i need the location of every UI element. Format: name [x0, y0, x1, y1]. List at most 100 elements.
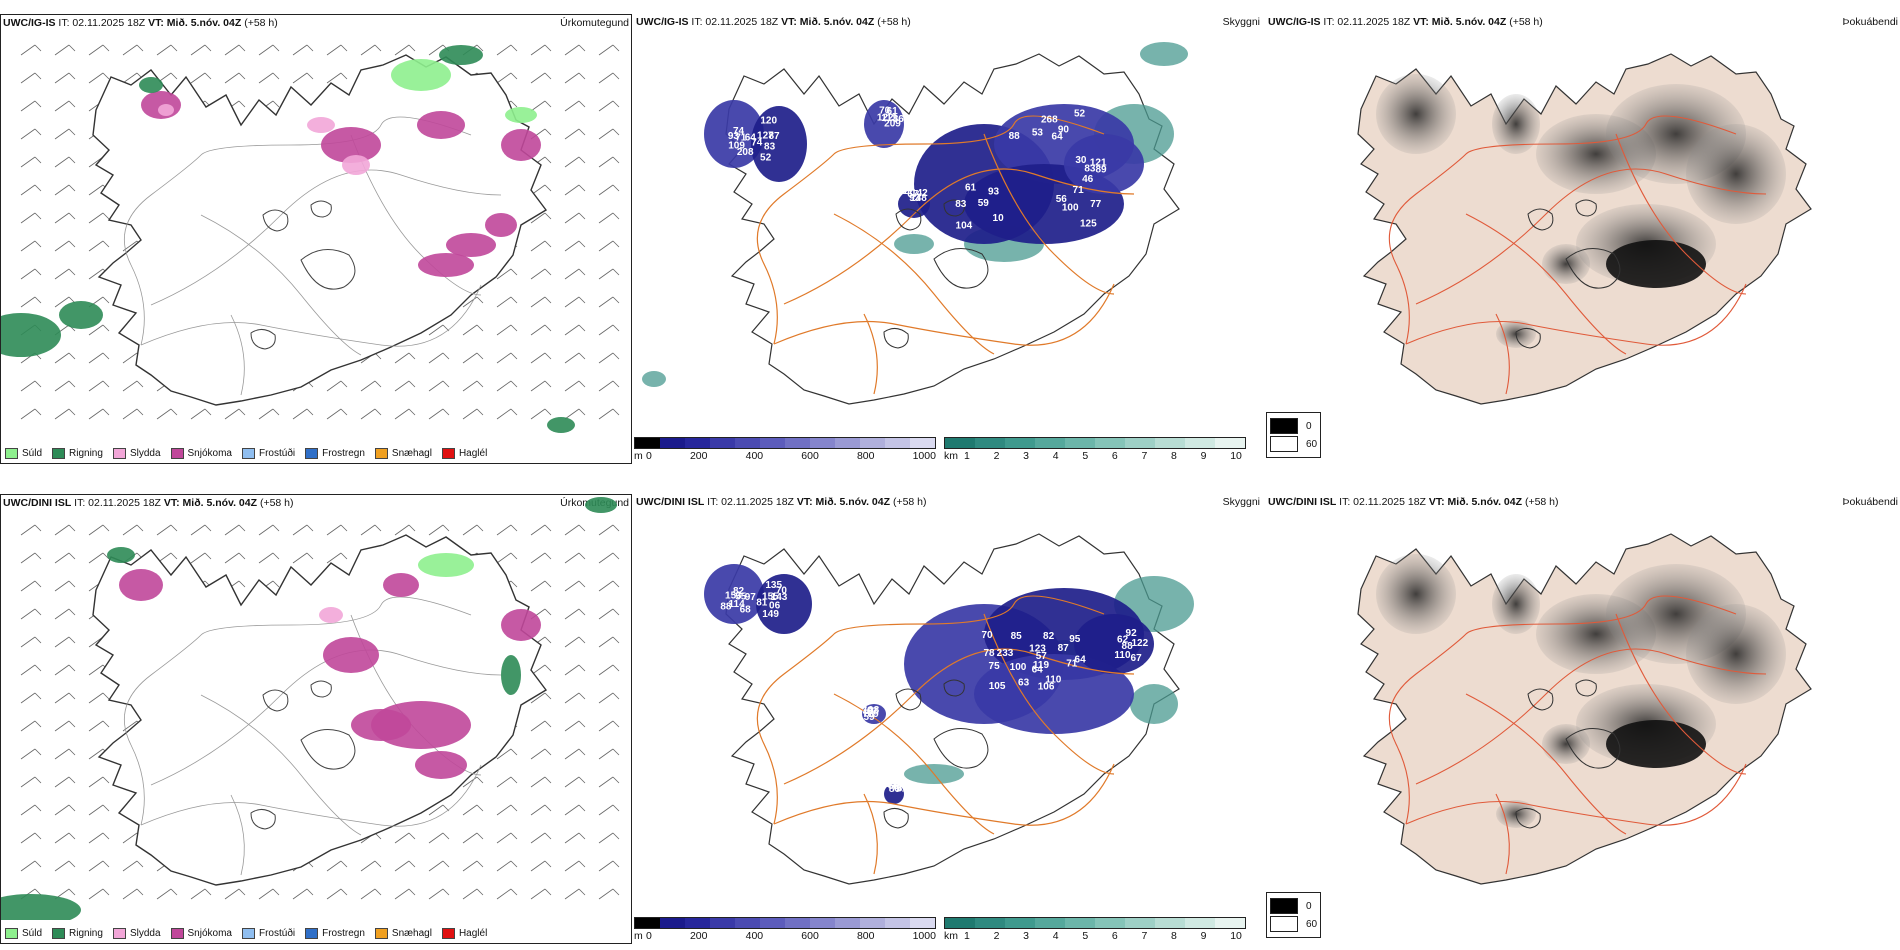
colorbar-tick: 10 — [1230, 450, 1242, 462]
fog-index-area — [1686, 124, 1786, 224]
cloud-base-value: 81 — [756, 597, 768, 608]
colorbar-segment — [760, 438, 785, 448]
precip-panel-bottom: UWC/DINI ISL IT: 02.11.2025 18Z VT: Mið.… — [0, 494, 632, 944]
legend-label: Snjókoma — [187, 448, 232, 459]
cloud-base-value: 81 — [864, 709, 876, 720]
cloud-base-value: 64 — [1075, 654, 1087, 665]
cloud-base-value: 77 — [1090, 199, 1102, 210]
colorbar-segment — [860, 438, 885, 448]
cloud-base-value: 85 — [1011, 631, 1023, 642]
cloud-base-value: 61 — [887, 106, 899, 117]
cloud-base-value: 86 — [893, 114, 905, 125]
precip-area — [1, 313, 61, 357]
cloud-base-value: 71 — [735, 132, 747, 143]
cloud-base-value: 120 — [760, 116, 777, 127]
colorbar-tick: 600 — [801, 930, 819, 942]
legend-label: Frostúði — [258, 928, 296, 939]
fog-map — [1357, 53, 1812, 405]
cloud-base-value: 64 — [885, 779, 897, 790]
cloud-base-value: 88 — [1009, 131, 1021, 142]
precip-area — [391, 59, 451, 91]
cloud-base-value: 113 — [881, 113, 898, 124]
panel-title: UWC/DINI ISL IT: 02.11.2025 18Z VT: Mið.… — [1268, 496, 1559, 508]
cloud-base-value: 104 — [956, 220, 973, 231]
colorbar-tick: 1000 — [912, 930, 936, 942]
colorbar-tick: 400 — [745, 450, 764, 462]
colorbar-segment — [1125, 918, 1155, 928]
colorbar-tick: 2 — [993, 930, 1000, 942]
colorbar-tick: 3 — [1023, 450, 1029, 462]
precip-panel-top: UWC/IG-IS IT: 02.11.2025 18Z VT: Mið. 5.… — [0, 14, 632, 464]
cloud-base-value: 123 — [1029, 644, 1046, 655]
cloud-base-area — [898, 190, 930, 218]
colorbar-segment — [710, 438, 735, 448]
cloud-base-value: 71 — [1066, 659, 1078, 670]
cloud-base-value: 110 — [1045, 674, 1062, 685]
cloud-base-value: 64 — [1032, 664, 1044, 675]
colorbar-tick: 7 — [1141, 930, 1148, 942]
legend-label: Rigning — [69, 928, 103, 939]
colorbar-segment — [1155, 438, 1185, 448]
colorbar-tick: 9 — [1200, 930, 1207, 942]
precip-area — [351, 709, 411, 741]
colorbar-segment — [885, 918, 910, 928]
colorbar-tick: 8 — [1171, 930, 1177, 942]
colorbar-tick: 6 — [1111, 450, 1118, 462]
colorbar-segment — [1185, 918, 1215, 928]
colorbar-segment — [1035, 918, 1065, 928]
colorbar-segment — [1215, 918, 1245, 928]
precip-area — [439, 45, 483, 65]
colorbar-unit: km — [944, 930, 958, 942]
colorbar-segment — [910, 918, 935, 928]
legend-swatch — [170, 928, 184, 939]
precip-legend-item: Slydda — [112, 448, 161, 459]
legend-label: Slydda — [129, 928, 161, 939]
cloud-panel-bottom: UWC/DINI ISL IT: 02.11.2025 18Z VT: Mið.… — [634, 494, 1266, 944]
legend-label: Súld — [22, 448, 43, 459]
cloud-base-area — [756, 574, 812, 634]
colorbar-segment — [1065, 918, 1095, 928]
colorbar-segment — [860, 918, 885, 928]
cloud-base-value: 109 — [728, 141, 745, 152]
precip-area — [418, 553, 474, 577]
cloud-base-value: 114 — [729, 599, 746, 610]
colorbar-segment — [945, 918, 975, 928]
colorbar-unit: m — [634, 450, 643, 462]
cloud-base-value: 70 — [981, 630, 993, 641]
legend-swatch — [52, 928, 66, 939]
colorbar-tick: 200 — [689, 450, 708, 462]
cloud-base-value: 67 — [907, 189, 919, 200]
legend-label: Snæhagl — [391, 448, 432, 459]
colorbar-segment — [1095, 918, 1125, 928]
precip-area — [59, 301, 103, 329]
cloud-base-value: 06 — [769, 600, 781, 611]
precip-legend-item: Snæhagl — [374, 928, 432, 939]
colorbar-unit: km — [944, 450, 958, 462]
legend-label: 60 — [1306, 918, 1318, 930]
precip-area — [321, 127, 381, 163]
colorbar-tick: 0 — [646, 930, 652, 942]
precip-legend-item: Snjókoma — [170, 928, 232, 939]
cloud-base-area — [1064, 134, 1144, 194]
legend-label: Súld — [22, 928, 43, 939]
precip-area — [119, 569, 163, 601]
precip-area — [585, 497, 617, 513]
cloud-panel-top: UWC/IG-IS IT: 02.11.2025 18Z VT: Mið. 5.… — [634, 14, 1266, 464]
cloud-base-value: 87 — [1058, 643, 1070, 654]
cloud-base-value: 110 — [1114, 650, 1131, 661]
cloud-base-value: 70 — [879, 106, 891, 117]
cloud-base-value: 70 — [776, 585, 788, 596]
panel-variable-label: Skyggni — [1222, 16, 1260, 28]
precip-legend-item: Haglél — [441, 928, 488, 939]
colorbar-tick: 10 — [1230, 930, 1242, 942]
precip-area — [319, 607, 343, 623]
precip-legend-item: Frostregn — [305, 448, 365, 459]
precip-area — [501, 609, 541, 641]
precip-legend-item: Rigning — [52, 448, 103, 459]
colorbar-segment — [760, 918, 785, 928]
cloud-base-value: 108 — [862, 705, 879, 716]
cloud-base-value: 57 — [1036, 651, 1048, 662]
cloud-base-value: 61 — [965, 183, 977, 194]
fog-legend-item: 0 — [1270, 898, 1317, 914]
legend-label: Haglél — [458, 928, 488, 939]
